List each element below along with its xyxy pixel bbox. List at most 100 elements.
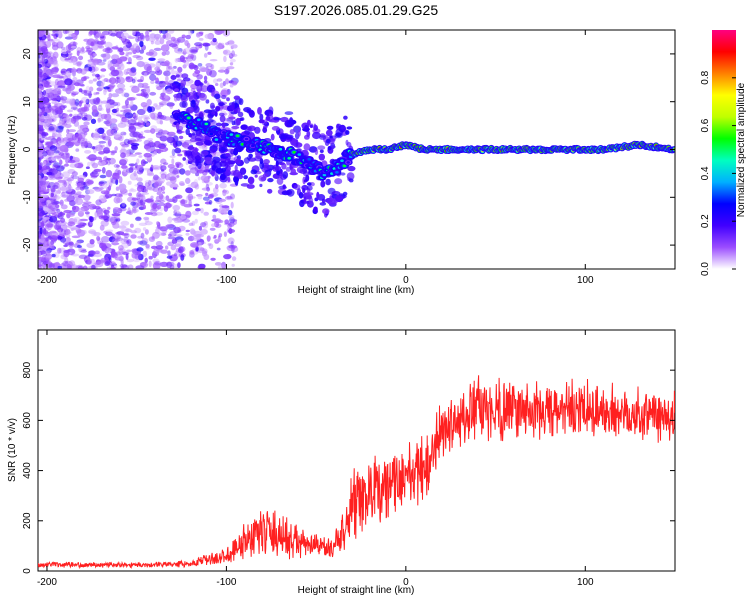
- spectrogram-noise-cell: [118, 245, 124, 251]
- spectrogram-noise-cell: [38, 180, 47, 186]
- spectrogram-noise-cell: [193, 179, 198, 186]
- spectrogram-noise-cell: [86, 47, 93, 52]
- spectrogram-noise-cell: [150, 40, 154, 45]
- spectrogram-noise-cell: [38, 264, 43, 267]
- spectrogram-noise-cell: [212, 143, 219, 148]
- spectrogram-noise-cell: [67, 129, 76, 133]
- spectrogram-noise-cell: [111, 213, 121, 217]
- spectrogram-noise-cell: [59, 105, 66, 111]
- spectrogram-noise-cell: [49, 230, 57, 234]
- spectrogram-noise-cell: [169, 155, 176, 158]
- spectrogram-noise-cell: [198, 241, 206, 245]
- x-tick-label: -100: [216, 275, 236, 286]
- spectrogram-noise-cell: [116, 164, 120, 168]
- spectrogram-noise-cell: [68, 60, 75, 64]
- spectrogram-noise-cell: [143, 86, 151, 94]
- spectrogram-noise-cell: [64, 36, 74, 40]
- spectrogram-noise-cell: [190, 54, 195, 59]
- spectrogram-noise-cell: [57, 229, 61, 232]
- spectrogram-noise-cell: [200, 228, 208, 235]
- spectrogram-noise-cell: [81, 116, 88, 121]
- spectrogram-noise-cell: [42, 90, 47, 96]
- spectrogram-noise-cell: [131, 139, 138, 143]
- spectrogram-noise-cell: [143, 139, 151, 147]
- spectrogram-noise-cell: [59, 159, 63, 165]
- spectrogram-noise-cell: [209, 227, 216, 231]
- spectrogram-noise-cell: [57, 179, 67, 183]
- y-tick-label: 20: [22, 48, 33, 60]
- spectrogram-noise-cell: [158, 202, 165, 207]
- spectrogram-noise-cell: [39, 71, 43, 79]
- spectrogram-noise-cell: [78, 208, 85, 214]
- spectrogram-noise-cell: [221, 94, 227, 100]
- spectrogram-noise-cell: [76, 67, 83, 74]
- spectrogram-noise-cell: [136, 169, 144, 175]
- spectrogram-noise-cell: [70, 45, 77, 49]
- spectrogram-noise-cell: [64, 163, 69, 167]
- spectrogram-noise-cell: [88, 79, 94, 84]
- spectrogram-noise-cell: [345, 130, 350, 135]
- spectrogram-noise-cell: [166, 135, 173, 143]
- spectrogram-noise-cell: [128, 153, 137, 157]
- spectrogram-noise-cell: [64, 100, 70, 104]
- spectrogram-noise-cell: [165, 88, 174, 95]
- spectrogram-noise-cell: [104, 211, 110, 216]
- spectrogram-noise-cell: [38, 90, 43, 98]
- spectrogram-noise-cell: [189, 250, 195, 255]
- spectrogram-noise-cell: [258, 119, 265, 124]
- spectrogram-noise-cell: [247, 176, 255, 185]
- spectrogram-noise-cell: [49, 176, 56, 181]
- spectrogram-noise-cell: [140, 102, 148, 108]
- spectrogram-noise-cell: [138, 222, 148, 226]
- spectrogram-noise-cell: [150, 212, 158, 217]
- spectrogram-noise-cell: [125, 264, 131, 269]
- colorbar: 0.0 0.2 0.4 0.6 0.8 Normalized spectral ampl…: [700, 30, 747, 276]
- spectrogram-noise-cell: [79, 100, 84, 104]
- spectrogram-noise-cell: [56, 189, 61, 195]
- spectrogram-noise-cell: [200, 222, 207, 228]
- spectrogram-noise-cell: [167, 172, 176, 176]
- spectrogram-noise-cell: [155, 245, 164, 250]
- spectrogram-noise-cell: [259, 113, 264, 121]
- spectrogram-noise-cell: [87, 189, 95, 195]
- spectrogram-noise-cell: [56, 96, 61, 101]
- spectrogram-noise-cell: [60, 204, 68, 210]
- spectrogram-noise-cell: [176, 36, 186, 43]
- colorbar-ticks: 0.0 0.2 0.4 0.6 0.8: [700, 70, 736, 276]
- spectrogram-noise-cell: [131, 197, 139, 201]
- spectrogram-noise-cell: [43, 250, 48, 257]
- spectrogram-noise-cell: [71, 67, 77, 75]
- spectrogram-noise-cell: [72, 91, 80, 94]
- spectrogram-noise-cell: [175, 161, 182, 166]
- spectrogram-noise-cell: [60, 70, 66, 74]
- spectrogram-noise-cell: [173, 167, 179, 175]
- spectrogram-noise-cell: [173, 88, 180, 92]
- spectrogram-noise-cell: [209, 65, 213, 70]
- spectrogram-signal-cell: [229, 133, 234, 136]
- spectrogram-noise-cell: [59, 199, 64, 206]
- spectrogram-noise-cell: [95, 73, 100, 78]
- spectrogram-noise-cell: [185, 232, 190, 236]
- spectrogram-noise-cell: [96, 80, 103, 87]
- spectrogram-noise-cell: [169, 231, 177, 237]
- spectrogram-noise-cell: [55, 204, 60, 208]
- snr-y-label: SNR (10 * v/v): [7, 418, 18, 482]
- spectrogram-noise-cell: [301, 184, 309, 191]
- spectrogram-noise-cell: [100, 113, 108, 120]
- spectrogram-noise-cell: [108, 92, 113, 99]
- spectrogram-noise-cell: [131, 85, 140, 93]
- spectrogram-noise-cell: [112, 63, 120, 67]
- y-tick-label: 200: [22, 512, 33, 529]
- spectrogram-noise-cell: [303, 196, 307, 205]
- spectrogram-signal-cell: [235, 134, 240, 138]
- spectrogram-noise-cell: [214, 174, 219, 182]
- spectrogram-noise-cell: [162, 88, 167, 95]
- spectrogram-noise-cell: [65, 237, 71, 243]
- spectrogram-noise-cell: [207, 51, 212, 55]
- spectrogram-noise-cell: [205, 192, 209, 196]
- spectrogram-noise-cell: [188, 199, 192, 207]
- spectrogram-noise-cell: [176, 129, 183, 135]
- spectrogram-noise-cell: [227, 148, 235, 153]
- spectrogram-noise-cell: [118, 248, 124, 256]
